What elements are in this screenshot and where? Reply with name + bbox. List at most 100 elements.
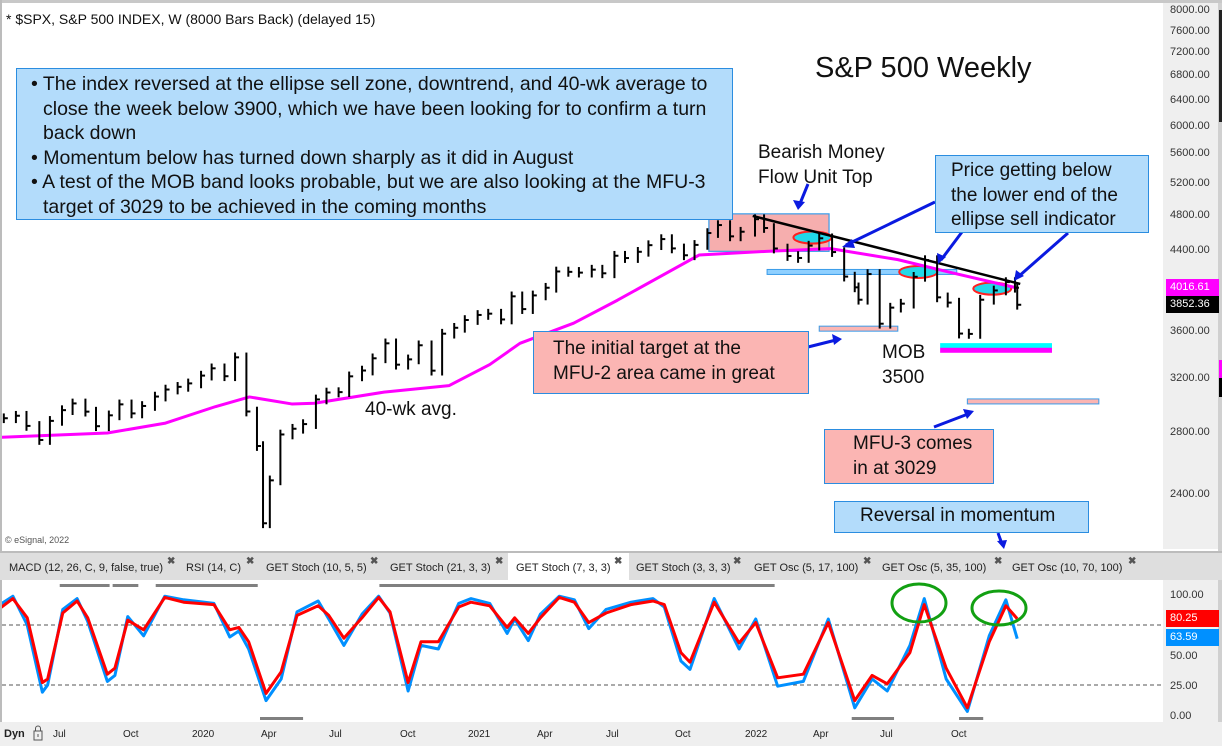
time-tick: Oct [675, 729, 691, 740]
price-bar [279, 429, 285, 486]
price-bar [857, 282, 863, 305]
mfu3-box: MFU-3 comes in at 3029 [824, 429, 994, 484]
price-bar [786, 243, 792, 261]
price-bar [878, 269, 884, 329]
osc-tick: 100.00 [1170, 589, 1204, 601]
time-tick: 2020 [192, 729, 215, 740]
tab-osc-5-35-100[interactable]: GET Osc (5, 35, 100) [882, 562, 987, 574]
price-bar [453, 322, 459, 339]
price-bar [441, 328, 447, 376]
label-line: Reversal in momentum [860, 505, 1056, 526]
price-bar [384, 338, 390, 364]
price-bar [291, 423, 297, 440]
commentary-box: • The index reversed at the ellipse sell… [16, 68, 733, 220]
stoch-slow-line [2, 595, 1019, 710]
price-bar [314, 394, 320, 429]
price-bar [38, 421, 44, 445]
lock-icon[interactable] [33, 725, 43, 741]
price-bar [71, 398, 77, 415]
close-icon[interactable]: ✖ [994, 556, 1003, 567]
price-bar [577, 267, 583, 278]
price-tick: 6800.00 [1170, 69, 1210, 82]
close-icon[interactable]: ✖ [495, 556, 504, 567]
arrow-price-below-3 [1017, 231, 1069, 279]
price-bar [992, 285, 998, 305]
price-bar [807, 240, 813, 263]
tab-stoch-7-3-3[interactable]: GET Stoch (7, 3, 3) [516, 562, 611, 574]
chart-title: S&P 500 Weekly [815, 52, 1032, 84]
price-tick: 3600.00 [1170, 325, 1210, 337]
price-bar [682, 243, 688, 261]
price-bar [544, 282, 550, 301]
tab-osc-10-70-100[interactable]: GET Osc (10, 70, 100) [1012, 562, 1123, 574]
price-bar [866, 269, 872, 305]
close-last-value: 3852.36 [1166, 296, 1219, 313]
price-bar [601, 264, 607, 279]
price-bar [187, 378, 193, 392]
tab-osc-5-17-100[interactable]: GET Osc (5, 17, 100) [754, 562, 859, 574]
momentum-peak-circle-current [970, 589, 1028, 627]
price-bar [164, 384, 170, 402]
close-icon[interactable]: ✖ [167, 556, 176, 567]
top-border [0, 0, 1222, 3]
price-bar [487, 308, 493, 320]
label-line: Price getting below [951, 160, 1112, 181]
side-indicator-strip [1219, 10, 1222, 122]
dyn-button[interactable]: Dyn [4, 728, 25, 740]
overbought-marker [379, 584, 775, 587]
tab-stoch-21-3-3[interactable]: GET Stoch (21, 3, 3) [390, 562, 491, 574]
time-tick: Jul [329, 729, 342, 740]
time-axis-panel[interactable] [0, 722, 1222, 746]
price-bar [234, 352, 240, 382]
price-axis-panel[interactable] [1163, 3, 1218, 549]
arrow-price-below-2 [939, 231, 964, 261]
downtrend-line [752, 214, 1021, 286]
label-line: MFU-2 area came in great [553, 362, 775, 384]
price-tick: 5200.00 [1170, 177, 1210, 190]
tab-macd[interactable]: MACD (12, 26, C, 9, false, true) [9, 562, 164, 574]
label-line: The initial target at the [553, 338, 741, 359]
bearish-mfu-label: Bearish Money Flow Unit Top [758, 141, 885, 190]
time-tick: Apr [537, 729, 553, 740]
arrow-head [1014, 270, 1024, 281]
price-bar [25, 410, 31, 431]
mob-band-lower [940, 347, 1052, 353]
close-icon[interactable]: ✖ [246, 556, 255, 567]
time-tick: 2022 [745, 729, 768, 740]
price-bar [153, 391, 159, 411]
price-bar [14, 410, 20, 424]
close-icon[interactable]: ✖ [863, 556, 872, 567]
commentary-bullet: • Momentum below has turned down sharply… [31, 146, 574, 169]
price-bar [348, 371, 354, 397]
price-bar [647, 240, 653, 257]
price-bar [739, 226, 745, 242]
price-bar [531, 290, 537, 314]
side-marker-black [1219, 378, 1222, 397]
tab-stoch-10-5-5[interactable]: GET Stoch (10, 5, 5) [266, 562, 367, 574]
price-tick: 7600.00 [1170, 24, 1210, 37]
price-bar [693, 240, 699, 261]
overbought-marker [59, 584, 110, 587]
tab-stoch-3-3-3[interactable]: GET Stoch (3, 3, 3) [636, 562, 731, 574]
close-icon[interactable]: ✖ [1128, 556, 1137, 567]
overbought-marker [155, 584, 258, 587]
tab-rsi[interactable]: RSI (14, C) [186, 562, 242, 574]
mob-band-upper [940, 343, 1052, 349]
chart-header: * $SPX, S&P 500 INDEX, W (8000 Bars Back… [6, 11, 376, 27]
arrow-head [832, 334, 842, 345]
price-bar [95, 406, 101, 432]
close-icon[interactable]: ✖ [733, 556, 742, 567]
close-icon[interactable]: ✖ [614, 556, 623, 567]
price-bar [590, 264, 596, 278]
price-bar [958, 297, 964, 339]
price-bar [255, 406, 261, 451]
price-bar [2, 413, 8, 424]
price-bar [395, 338, 401, 370]
price-tick: 7200.00 [1170, 46, 1210, 59]
close-icon[interactable]: ✖ [370, 556, 379, 567]
osc-axis-panel[interactable] [1163, 580, 1218, 722]
price-bar [624, 250, 630, 263]
price-bar [407, 354, 413, 370]
support-band [766, 268, 958, 275]
